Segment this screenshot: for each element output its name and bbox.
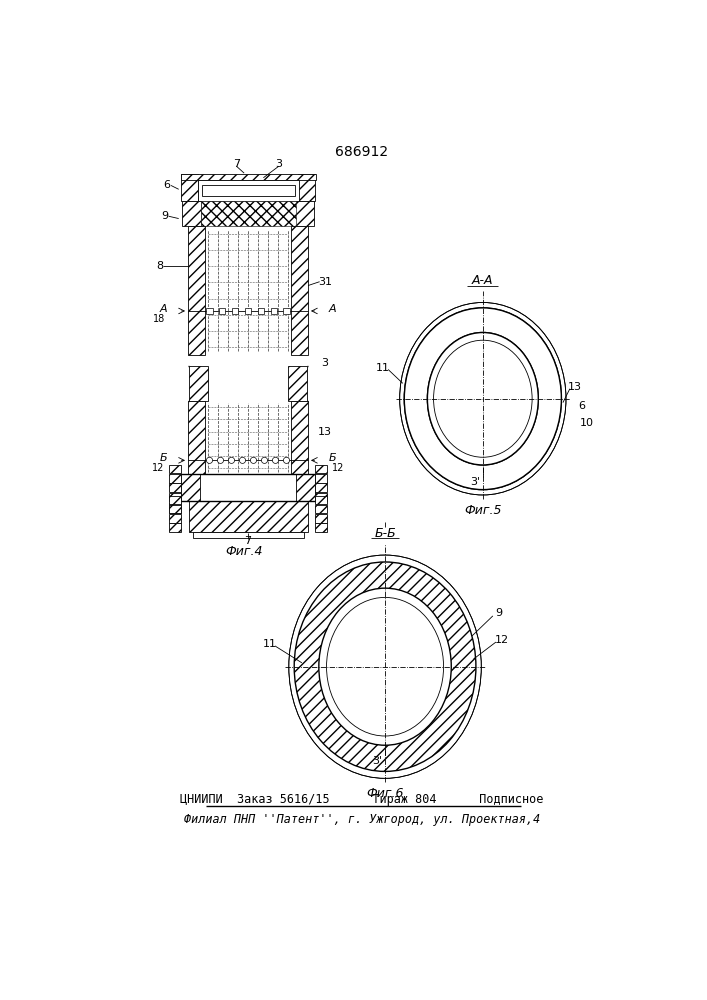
Text: А: А bbox=[329, 304, 337, 314]
Text: 6: 6 bbox=[163, 180, 170, 190]
Text: 686912: 686912 bbox=[335, 145, 389, 159]
Ellipse shape bbox=[288, 555, 481, 778]
Text: 9: 9 bbox=[161, 211, 168, 221]
Bar bbox=[188, 401, 205, 474]
Text: 13: 13 bbox=[318, 427, 332, 437]
Circle shape bbox=[262, 457, 267, 463]
Text: 31: 31 bbox=[318, 277, 332, 287]
Text: 13: 13 bbox=[568, 382, 583, 392]
Text: 12: 12 bbox=[332, 463, 344, 473]
Bar bbox=[198, 180, 299, 201]
Bar bbox=[170, 474, 181, 483]
Bar bbox=[170, 503, 181, 513]
Bar bbox=[271, 308, 276, 314]
Bar bbox=[258, 308, 264, 314]
Circle shape bbox=[272, 457, 279, 463]
Text: Фиг.5: Фиг.5 bbox=[464, 504, 501, 517]
Bar bbox=[296, 474, 315, 501]
Ellipse shape bbox=[404, 308, 561, 490]
Text: 3': 3' bbox=[470, 477, 480, 487]
Text: Б-Б: Б-Б bbox=[374, 527, 396, 540]
Bar bbox=[315, 474, 327, 483]
Text: 8: 8 bbox=[156, 261, 163, 271]
Ellipse shape bbox=[327, 597, 443, 736]
Bar bbox=[288, 366, 308, 401]
Bar bbox=[295, 201, 314, 226]
Bar bbox=[291, 401, 308, 474]
Ellipse shape bbox=[319, 588, 451, 745]
Text: ЦНИИПИ  Заказ 5616/15      Тираж 804      Подписное: ЦНИИПИ Заказ 5616/15 Тираж 804 Подписное bbox=[180, 793, 544, 806]
Text: 3': 3' bbox=[373, 756, 382, 766]
Circle shape bbox=[218, 457, 223, 463]
Text: 6: 6 bbox=[578, 401, 585, 411]
Bar bbox=[315, 493, 327, 501]
Bar bbox=[201, 185, 295, 196]
Text: 12: 12 bbox=[152, 463, 164, 473]
Text: 11: 11 bbox=[375, 363, 390, 373]
Bar bbox=[315, 483, 327, 492]
Bar bbox=[170, 483, 181, 492]
Text: 3: 3 bbox=[322, 358, 329, 368]
Text: Фиг.6: Фиг.6 bbox=[366, 787, 404, 800]
Bar bbox=[181, 174, 316, 180]
Ellipse shape bbox=[404, 308, 561, 490]
Bar bbox=[315, 523, 327, 532]
Text: 18: 18 bbox=[153, 314, 165, 324]
Ellipse shape bbox=[428, 333, 538, 465]
Bar bbox=[245, 308, 251, 314]
Bar bbox=[170, 505, 181, 513]
Text: 9: 9 bbox=[496, 608, 503, 618]
Bar bbox=[170, 523, 181, 532]
Text: Б: Б bbox=[160, 453, 167, 463]
Ellipse shape bbox=[399, 302, 566, 495]
Bar bbox=[189, 366, 208, 401]
Text: 11: 11 bbox=[262, 639, 276, 649]
Text: А-А: А-А bbox=[472, 274, 493, 287]
Bar bbox=[192, 532, 304, 538]
Bar bbox=[291, 226, 308, 355]
Bar bbox=[298, 174, 315, 201]
Circle shape bbox=[206, 457, 213, 463]
Circle shape bbox=[228, 457, 235, 463]
Circle shape bbox=[284, 457, 290, 463]
Bar bbox=[315, 505, 327, 513]
Bar bbox=[219, 308, 226, 314]
Bar bbox=[206, 308, 213, 314]
Text: 7: 7 bbox=[233, 159, 240, 169]
Bar bbox=[284, 308, 290, 314]
Text: Б: Б bbox=[329, 453, 337, 463]
Bar bbox=[170, 493, 181, 501]
Text: 12: 12 bbox=[495, 635, 509, 645]
Bar bbox=[315, 465, 327, 473]
Bar bbox=[188, 226, 205, 355]
Text: 10: 10 bbox=[580, 418, 594, 428]
Bar bbox=[170, 496, 181, 504]
Bar bbox=[170, 465, 181, 473]
Bar bbox=[181, 174, 198, 201]
Bar bbox=[189, 501, 308, 532]
Text: 7: 7 bbox=[245, 536, 252, 546]
Text: Филиал ПНП ''Патент'', г. Ужгород, ул. Проектная,4: Филиал ПНП ''Патент'', г. Ужгород, ул. П… bbox=[184, 813, 540, 826]
Bar bbox=[181, 474, 200, 501]
Bar bbox=[232, 308, 238, 314]
Text: 3: 3 bbox=[275, 159, 282, 169]
Bar bbox=[201, 201, 296, 226]
Bar bbox=[182, 201, 201, 226]
Ellipse shape bbox=[433, 340, 532, 457]
Text: А: А bbox=[160, 304, 167, 314]
Circle shape bbox=[240, 457, 245, 463]
Text: Фиг.4: Фиг.4 bbox=[226, 545, 263, 558]
Ellipse shape bbox=[294, 562, 476, 771]
Bar bbox=[315, 496, 327, 504]
Circle shape bbox=[250, 457, 257, 463]
Bar bbox=[170, 514, 181, 523]
Bar bbox=[315, 514, 327, 523]
Ellipse shape bbox=[428, 333, 538, 465]
